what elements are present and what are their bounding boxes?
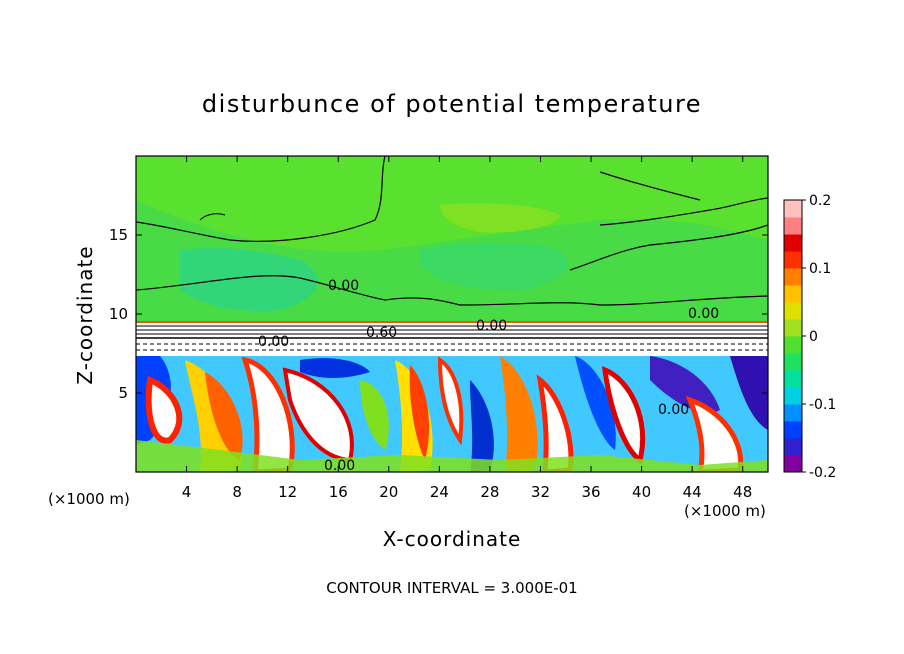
colorbar-segment xyxy=(784,200,802,218)
contour-label-right: 0.00 xyxy=(688,306,719,322)
x-tick-label: 48 xyxy=(733,483,752,501)
colorbar-segment xyxy=(784,353,802,371)
x-unit-label: (×1000 m) xyxy=(684,502,766,520)
colorbar-tick-label: -0.2 xyxy=(809,465,836,481)
colorbar-segment xyxy=(784,387,802,405)
colorbar-segment xyxy=(784,438,802,456)
contour-label-bottom: 0.00 xyxy=(324,458,355,474)
z-unit-label: (×1000 m) xyxy=(48,490,130,508)
colorbar-tick-label: 0.1 xyxy=(809,261,831,277)
colorbar-segment xyxy=(784,421,802,439)
y-axis-ticks: 5 10 15 xyxy=(109,226,768,402)
y-tick-label: 5 xyxy=(118,384,128,402)
contour-label-inversion-left: 0.00 xyxy=(258,334,289,350)
x-tick-label: 12 xyxy=(278,483,297,501)
x-tick-label: 44 xyxy=(683,483,702,501)
upper-field-yellowgreen-region xyxy=(440,203,560,233)
x-tick-label: 36 xyxy=(581,483,600,501)
colorbar-tick-label: -0.1 xyxy=(809,397,836,413)
colorbar-segment xyxy=(784,455,802,473)
colorbar xyxy=(784,200,802,473)
contour-lines xyxy=(136,156,768,306)
colorbar-segment xyxy=(784,268,802,286)
x-tick-label: 8 xyxy=(232,483,242,501)
contour-label-lower-right: 0.00 xyxy=(658,402,689,418)
colorbar-ticks: -0.2 -0.1 0 0.1 0.2 xyxy=(802,193,836,481)
x-tick-label: 16 xyxy=(329,483,348,501)
x-axis-label: X-coordinate xyxy=(383,527,522,551)
x-tick-label: 20 xyxy=(379,483,398,501)
x-tick-label: 24 xyxy=(430,483,449,501)
contour-label-inversion: 0.60 xyxy=(366,325,397,341)
x-axis-ticks: 4 8 12 16 20 24 28 32 36 40 44 48 xyxy=(182,156,752,501)
lower-field-eddies xyxy=(136,356,768,472)
x-tick-label: 40 xyxy=(632,483,651,501)
plot-area xyxy=(136,156,768,472)
chart-title: disturbunce of potential temperature xyxy=(202,90,702,118)
colorbar-segment xyxy=(784,217,802,235)
contour-label-upper: 0.00 xyxy=(328,278,359,294)
contour-label-mid: 0.00 xyxy=(476,318,507,334)
x-tick-label: 4 xyxy=(182,483,192,501)
upper-field-cyan-region-2 xyxy=(420,242,568,291)
colorbar-segment xyxy=(784,336,802,354)
upper-field-cyan-region xyxy=(180,248,318,312)
contour-interval-note: CONTOUR INTERVAL = 3.000E-01 xyxy=(326,579,577,597)
colorbar-segment xyxy=(784,370,802,388)
x-tick-label: 28 xyxy=(480,483,499,501)
colorbar-segment xyxy=(784,319,802,337)
inversion-band xyxy=(136,322,768,356)
colorbar-segment xyxy=(784,302,802,320)
y-tick-label: 10 xyxy=(109,305,128,323)
colorbar-segment xyxy=(784,404,802,422)
y-tick-label: 15 xyxy=(109,226,128,244)
x-tick-label: 32 xyxy=(531,483,550,501)
colorbar-tick-label: 0 xyxy=(809,329,818,345)
colorbar-segment xyxy=(784,234,802,252)
colorbar-tick-label: 0.2 xyxy=(809,193,831,209)
colorbar-segment xyxy=(784,285,802,303)
y-axis-label: Z-coordinate xyxy=(73,245,97,384)
colorbar-segment xyxy=(784,251,802,269)
